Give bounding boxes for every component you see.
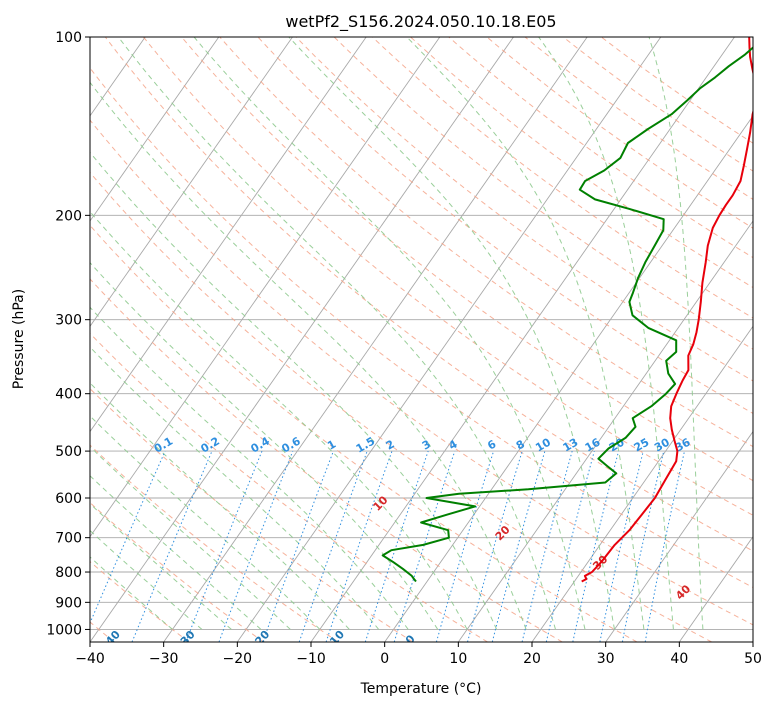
- moist-adiabat-label: 20: [493, 523, 513, 543]
- x-tick-label: 10: [449, 651, 467, 667]
- dry-adiabat-label: 0: [403, 632, 418, 647]
- dry-adiabat-line: [0, 37, 264, 642]
- mixing-ratio-label: 2: [384, 438, 397, 453]
- mixing-ratio-line: [573, 451, 619, 642]
- chart-title: wetPf2_S156.2024.050.10.18.E05: [285, 12, 556, 32]
- y-tick-label: 600: [55, 491, 82, 507]
- mixing-ratio-line: [132, 451, 212, 642]
- mixing-ratio-line: [600, 451, 643, 642]
- mixing-ratio-label: 8: [514, 438, 527, 453]
- temperature-profile-line: [582, 37, 757, 582]
- moist-adiabat-line: [0, 37, 231, 629]
- y-tick-label: 900: [55, 595, 82, 611]
- moist-adiabat-label: 10: [371, 493, 391, 513]
- mixing-ratio-label: 6: [485, 437, 498, 452]
- y-tick-label: 500: [55, 444, 82, 460]
- isotherm-line: [237, 37, 661, 642]
- mixing-ratio-label: 0.6: [279, 434, 303, 455]
- x-tick-label: −40: [75, 651, 105, 667]
- y-tick-label: 300: [55, 313, 82, 329]
- moist-adiabat-label: 40: [673, 582, 693, 602]
- x-tick-label: 30: [597, 651, 615, 667]
- y-tick-label: 1000: [46, 622, 82, 638]
- mixing-ratio-label: 30: [652, 435, 672, 454]
- dry-adiabat-line: [296, 37, 775, 642]
- mixing-ratio-label: 16: [583, 435, 603, 454]
- mixing-ratio-line: [326, 451, 392, 642]
- isotherm-line: [458, 37, 775, 642]
- mixing-ratio-label: 3: [420, 438, 433, 453]
- dry-adiabat-line: [601, 37, 775, 642]
- x-tick-label: −20: [223, 651, 253, 667]
- moist-adiabat-line: [0, 37, 320, 629]
- isotherm-line: [0, 37, 219, 642]
- isotherm-line: [753, 37, 775, 642]
- mixing-ratio-line: [492, 451, 545, 642]
- mixing-ratio-line: [299, 451, 367, 642]
- y-tick-label: 800: [55, 565, 82, 581]
- x-tick-label: 20: [523, 651, 541, 667]
- dry-adiabat-label: -40: [100, 628, 123, 652]
- mixing-ratio-label: 1: [325, 438, 338, 453]
- dry-adiabat-label: -10: [324, 628, 347, 652]
- dry-adiabat-line: [449, 37, 775, 642]
- mixing-ratio-line: [263, 451, 334, 642]
- mixing-ratio-label: 0.1: [152, 435, 175, 456]
- isotherm-line: [164, 37, 588, 642]
- dry-adiabat-line: [0, 37, 338, 642]
- dry-adiabat-line: [182, 37, 775, 642]
- mixing-ratio-label: 10: [533, 435, 553, 454]
- mixing-ratio-line: [622, 451, 663, 642]
- isotherm-line: [0, 37, 366, 642]
- x-tick-label: 0: [380, 651, 389, 667]
- isotherm-line: [90, 37, 514, 642]
- dry-adiabat-line: [0, 37, 488, 642]
- moist-adiabat-line: [0, 37, 261, 629]
- moist-adiabat-line: [118, 37, 555, 629]
- x-tick-label: 50: [744, 651, 762, 667]
- y-tick-label: 700: [55, 531, 82, 547]
- isotherm-line: [385, 37, 775, 642]
- dry-adiabat-line: [411, 37, 775, 642]
- dry-adiabat-line: [258, 37, 775, 642]
- x-tick-label: −30: [149, 651, 179, 667]
- mixing-ratio-label: 1.5: [354, 435, 377, 456]
- x-axis-label: Temperature (°C): [360, 681, 482, 697]
- dry-adiabat-label: -20: [249, 628, 272, 652]
- dry-adiabat-line: [372, 37, 775, 642]
- dry-adiabat-line: [0, 37, 189, 642]
- dewpoint-profile-line: [383, 37, 767, 582]
- y-tick-label: 200: [55, 208, 82, 224]
- moist-adiabat-line: [649, 37, 703, 629]
- x-tick-label: −10: [296, 651, 326, 667]
- moist-adiabat-line: [0, 37, 202, 629]
- background-lines: [0, 37, 775, 642]
- moist-adiabat-line: [0, 37, 349, 629]
- moist-adiabat-line: [0, 37, 290, 629]
- isotherm-line: [16, 37, 440, 642]
- y-axis-label: Pressure (hPa): [11, 289, 27, 389]
- dry-adiabat-label: -30: [175, 628, 198, 652]
- dry-adiabat-line: [0, 37, 413, 642]
- dry-adiabat-line: [0, 37, 562, 642]
- plot-frame: [90, 37, 753, 642]
- y-tick-label: 100: [55, 30, 82, 46]
- dry-adiabat-line: [334, 37, 775, 642]
- dry-adiabat-line: [0, 37, 712, 642]
- mixing-ratio-line: [436, 451, 493, 642]
- mixing-ratio-label: 25: [632, 436, 652, 455]
- y-tick-label: 400: [55, 387, 82, 403]
- dry-adiabat-line: [144, 37, 775, 642]
- profile-series: [383, 37, 767, 582]
- x-tick-label: 40: [670, 651, 688, 667]
